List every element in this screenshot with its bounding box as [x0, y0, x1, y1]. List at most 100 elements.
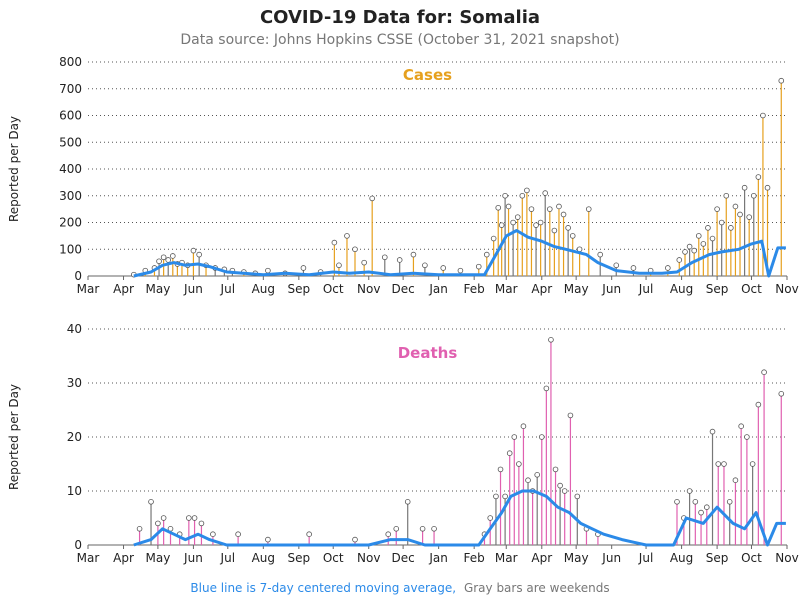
- bar-marker-45: [698, 509, 704, 516]
- bar-marker-48: [715, 461, 722, 467]
- bar-marker-22: [497, 466, 504, 473]
- bar-marker-57: [597, 251, 604, 258]
- bar-marker-63: [682, 249, 688, 255]
- y-tick-label-1: 100: [59, 242, 82, 256]
- bar-marker-36: [490, 235, 497, 242]
- bar-marker-18: [265, 267, 271, 274]
- bar-marker-56: [585, 206, 592, 212]
- x-tick-label-9: Dec: [392, 551, 415, 565]
- x-tick-label-18: Sep: [706, 551, 729, 565]
- x-tick-label-15: Jun: [601, 551, 621, 565]
- bar-marker-34: [475, 263, 482, 270]
- bar-marker-59: [630, 265, 637, 271]
- bar-marker-25: [352, 246, 358, 253]
- bar-marker-6: [169, 253, 176, 259]
- x-tick-label-17: Aug: [670, 551, 693, 565]
- x-tick-label-20: Nov: [775, 282, 798, 296]
- bar-marker-27: [520, 423, 527, 430]
- footer-note: Blue line is 7-day centered moving avera…: [190, 581, 609, 595]
- bar-marker-56: [761, 369, 767, 376]
- bar-marker-15: [393, 525, 400, 532]
- bar-marker-48: [542, 190, 549, 196]
- x-tick-label-5: Aug: [252, 282, 275, 296]
- bar-marker-33: [457, 267, 464, 274]
- bar-marker-6: [186, 515, 192, 521]
- moving-average-line: [133, 489, 786, 547]
- y-tick-label-8: 800: [59, 55, 82, 69]
- bar-marker-26: [361, 259, 367, 266]
- bar-marker-81: [764, 184, 771, 191]
- bar-marker-68: [705, 225, 711, 231]
- bar-marker-62: [676, 257, 683, 263]
- bar-marker-66: [695, 233, 702, 239]
- bar-marker-26: [516, 461, 522, 467]
- x-tick-label-4: Jul: [220, 551, 235, 565]
- bar-marker-16: [404, 498, 411, 505]
- bar-marker-29: [396, 257, 403, 263]
- bar-marker-44: [524, 187, 530, 194]
- x-tick-label-12: Mar: [495, 551, 518, 565]
- bar-marker-43: [686, 488, 693, 494]
- x-tick-label-4: Jul: [220, 282, 235, 296]
- bar-marker-10: [235, 531, 241, 537]
- x-tick-label-16: Jul: [638, 551, 653, 565]
- bar-marker-4: [160, 254, 167, 261]
- bar-marker-35: [557, 482, 563, 489]
- bar-marker-40: [505, 203, 512, 210]
- bar-marker-17: [419, 525, 426, 532]
- bar-marker-7: [191, 515, 198, 521]
- x-tick-label-8: Nov: [357, 282, 380, 296]
- bar-marker-27: [369, 195, 375, 202]
- y-tick-label-1: 10: [67, 484, 82, 498]
- y-tick-label-2: 20: [67, 430, 82, 444]
- bar-marker-8: [198, 520, 205, 527]
- footer-gray-note: Gray bars are weekends: [464, 581, 610, 595]
- x-tick-label-15: Jun: [601, 282, 621, 296]
- bar-marker-0: [136, 525, 143, 532]
- bar-marker-82: [778, 77, 785, 84]
- y-tick-label-2: 200: [59, 216, 82, 230]
- bar-marker-80: [760, 112, 766, 119]
- y-tick-label-3: 300: [59, 189, 82, 203]
- bar-marker-24: [344, 233, 350, 239]
- bar-marker-61: [665, 265, 671, 271]
- bar-marker-47: [709, 428, 716, 435]
- x-tick-label-6: Sep: [288, 282, 311, 296]
- bar-marker-1: [148, 498, 154, 505]
- cases-panel: 0 100 200 300 400 500 600 700 800 Mar Apr May Jun Jul…: [7, 55, 799, 296]
- x-tick-label-8: Nov: [357, 551, 380, 565]
- bar-marker-79: [755, 174, 762, 180]
- bar-marker-76: [741, 184, 748, 191]
- bar-marker-41: [510, 219, 516, 226]
- bar-marker-53: [565, 225, 571, 231]
- x-tick-label-19: Oct: [741, 282, 762, 296]
- deaths-panel: 0 10 20 30 40 Mar Apr May Jun Jul Aug Sep Oct Nov Dec J…: [7, 322, 799, 565]
- x-tick-label-1: Apr: [113, 282, 134, 296]
- bar-marker-38: [498, 222, 505, 228]
- bar-marker-57: [778, 390, 785, 397]
- bar-marker-58: [613, 262, 620, 269]
- x-tick-label-10: Jan: [428, 551, 448, 565]
- bar-marker-32: [440, 265, 447, 271]
- bar-marker-20: [487, 515, 494, 521]
- x-tick-label-5: Aug: [252, 551, 275, 565]
- bar-marker-21: [493, 493, 499, 500]
- bar-marker-22: [331, 239, 338, 246]
- x-tick-label-14: May: [564, 282, 589, 296]
- bar-marker-43: [519, 192, 526, 199]
- bar-marker-70: [714, 206, 720, 212]
- bar-marker-46: [533, 222, 539, 228]
- bar-marker-23: [336, 262, 342, 269]
- y-tick-label-3: 30: [67, 376, 82, 390]
- bar-marker-31: [538, 434, 545, 440]
- bar-marker-46: [703, 504, 710, 511]
- x-tick-label-1: Apr: [113, 551, 134, 565]
- bar-marker-64: [686, 243, 693, 250]
- bar-marker-20: [300, 265, 307, 271]
- bar-marker-37: [567, 412, 574, 419]
- bar-marker-45: [528, 206, 535, 212]
- bar-marker-3: [156, 258, 162, 265]
- footer-blue-note: Blue line is 7-day centered moving avera…: [190, 581, 456, 595]
- bar-marker-33: [548, 336, 554, 343]
